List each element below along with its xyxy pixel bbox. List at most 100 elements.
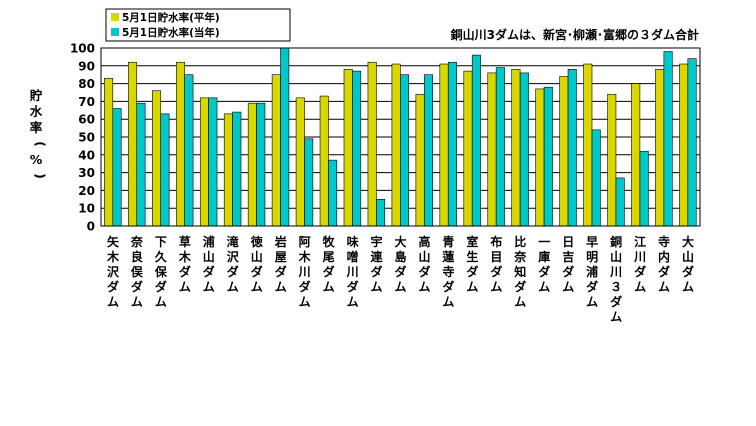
category-char: 牧 — [323, 234, 336, 249]
category-char: 木 — [178, 249, 192, 264]
y-label-char: ( — [33, 141, 48, 147]
category-char: ダ — [323, 264, 335, 279]
y-tick-label: 10 — [78, 202, 95, 216]
y-label-char: % — [30, 152, 43, 167]
category-char: 大 — [682, 234, 694, 249]
category-char: 川 — [346, 265, 359, 279]
bar-current — [280, 47, 290, 227]
bar-normal — [319, 95, 329, 227]
bar-normal — [463, 70, 473, 227]
bar-current — [352, 70, 362, 227]
category-char: ダ — [490, 264, 502, 279]
bar-current — [423, 74, 433, 227]
category-char: 知 — [513, 264, 526, 279]
bar-normal — [223, 113, 233, 227]
category-char: ム — [203, 280, 215, 294]
category-char: ム — [275, 280, 287, 294]
y-tick-label: 30 — [78, 166, 95, 180]
bar-current — [160, 113, 170, 227]
category-char: 庫 — [538, 249, 550, 264]
bar-normal — [271, 74, 281, 227]
bar-current — [136, 102, 146, 227]
category-char: ム — [155, 295, 167, 309]
category-char: ム — [490, 280, 502, 294]
category-char: 矢 — [107, 234, 120, 249]
category-char: ム — [610, 310, 622, 324]
category-char: ム — [442, 295, 454, 309]
bar-current — [591, 129, 601, 227]
y-label-char: 率 — [30, 120, 43, 135]
category-char: 奈 — [513, 249, 527, 264]
category-char: ム — [131, 295, 143, 309]
y-label-char: 水 — [30, 104, 43, 119]
bar-current — [304, 138, 314, 227]
category-char: 早 — [586, 235, 598, 249]
y-tick-label: 90 — [78, 59, 95, 73]
bar-normal — [583, 63, 593, 227]
category-char: 滝 — [227, 234, 239, 249]
category-char: 噌 — [347, 249, 359, 264]
category-char: ３ — [610, 280, 622, 294]
category-char: 浦 — [203, 234, 215, 249]
category-char: 山 — [418, 249, 430, 264]
category-char: 布 — [490, 234, 502, 249]
bar-current — [447, 61, 457, 227]
category-char: 連 — [371, 249, 384, 264]
category-char: 山 — [203, 249, 215, 264]
legend-label-current: 5月1日貯水率(当年) — [122, 26, 220, 39]
category-char: 川 — [609, 265, 622, 279]
category-char: ム — [418, 280, 430, 294]
y-label-char: 貯 — [30, 88, 43, 103]
y-axis-label: 貯水率 (%) — [30, 88, 48, 179]
category-char: ム — [179, 280, 191, 294]
category-char: 沢 — [227, 249, 240, 264]
category-char: 奈 — [130, 234, 144, 249]
category-char: 銅 — [609, 234, 622, 249]
category-char: ダ — [107, 279, 119, 294]
bar-current — [471, 54, 481, 227]
bar-current — [519, 72, 529, 227]
category-char: ダ — [562, 264, 574, 279]
bar-current — [328, 159, 338, 227]
bar-normal — [535, 88, 545, 227]
bar-current — [256, 102, 266, 227]
category-char: 高 — [418, 234, 430, 249]
bar-current — [639, 150, 649, 227]
chart-annotation: 銅山川3ダムは、新宮･柳瀬･富郷の３ダム合計 — [450, 27, 699, 42]
category-char: 大 — [394, 234, 406, 249]
category-char: ダ — [442, 279, 454, 294]
category-char: 江 — [634, 234, 646, 249]
legend-box — [105, 8, 291, 42]
category-char: ム — [538, 280, 550, 294]
category-char: 島 — [394, 249, 406, 264]
category-char: ダ — [466, 264, 478, 279]
category-labels: 矢木沢ダム奈良俣ダム下久保ダム草木ダム浦山ダム滝沢ダム徳山ダム岩屋ダム阿木川ダム… — [106, 234, 694, 324]
bar-normal — [295, 97, 305, 227]
y-tick-label: 70 — [78, 95, 95, 109]
y-tick-label: 40 — [78, 148, 95, 162]
bars — [104, 47, 697, 227]
category-char: 一 — [538, 235, 550, 249]
category-char: ダ — [610, 294, 622, 309]
category-char: 阿 — [299, 235, 311, 249]
bar-normal — [415, 93, 425, 227]
category-char: ダ — [155, 279, 167, 294]
category-char: ム — [347, 295, 359, 309]
